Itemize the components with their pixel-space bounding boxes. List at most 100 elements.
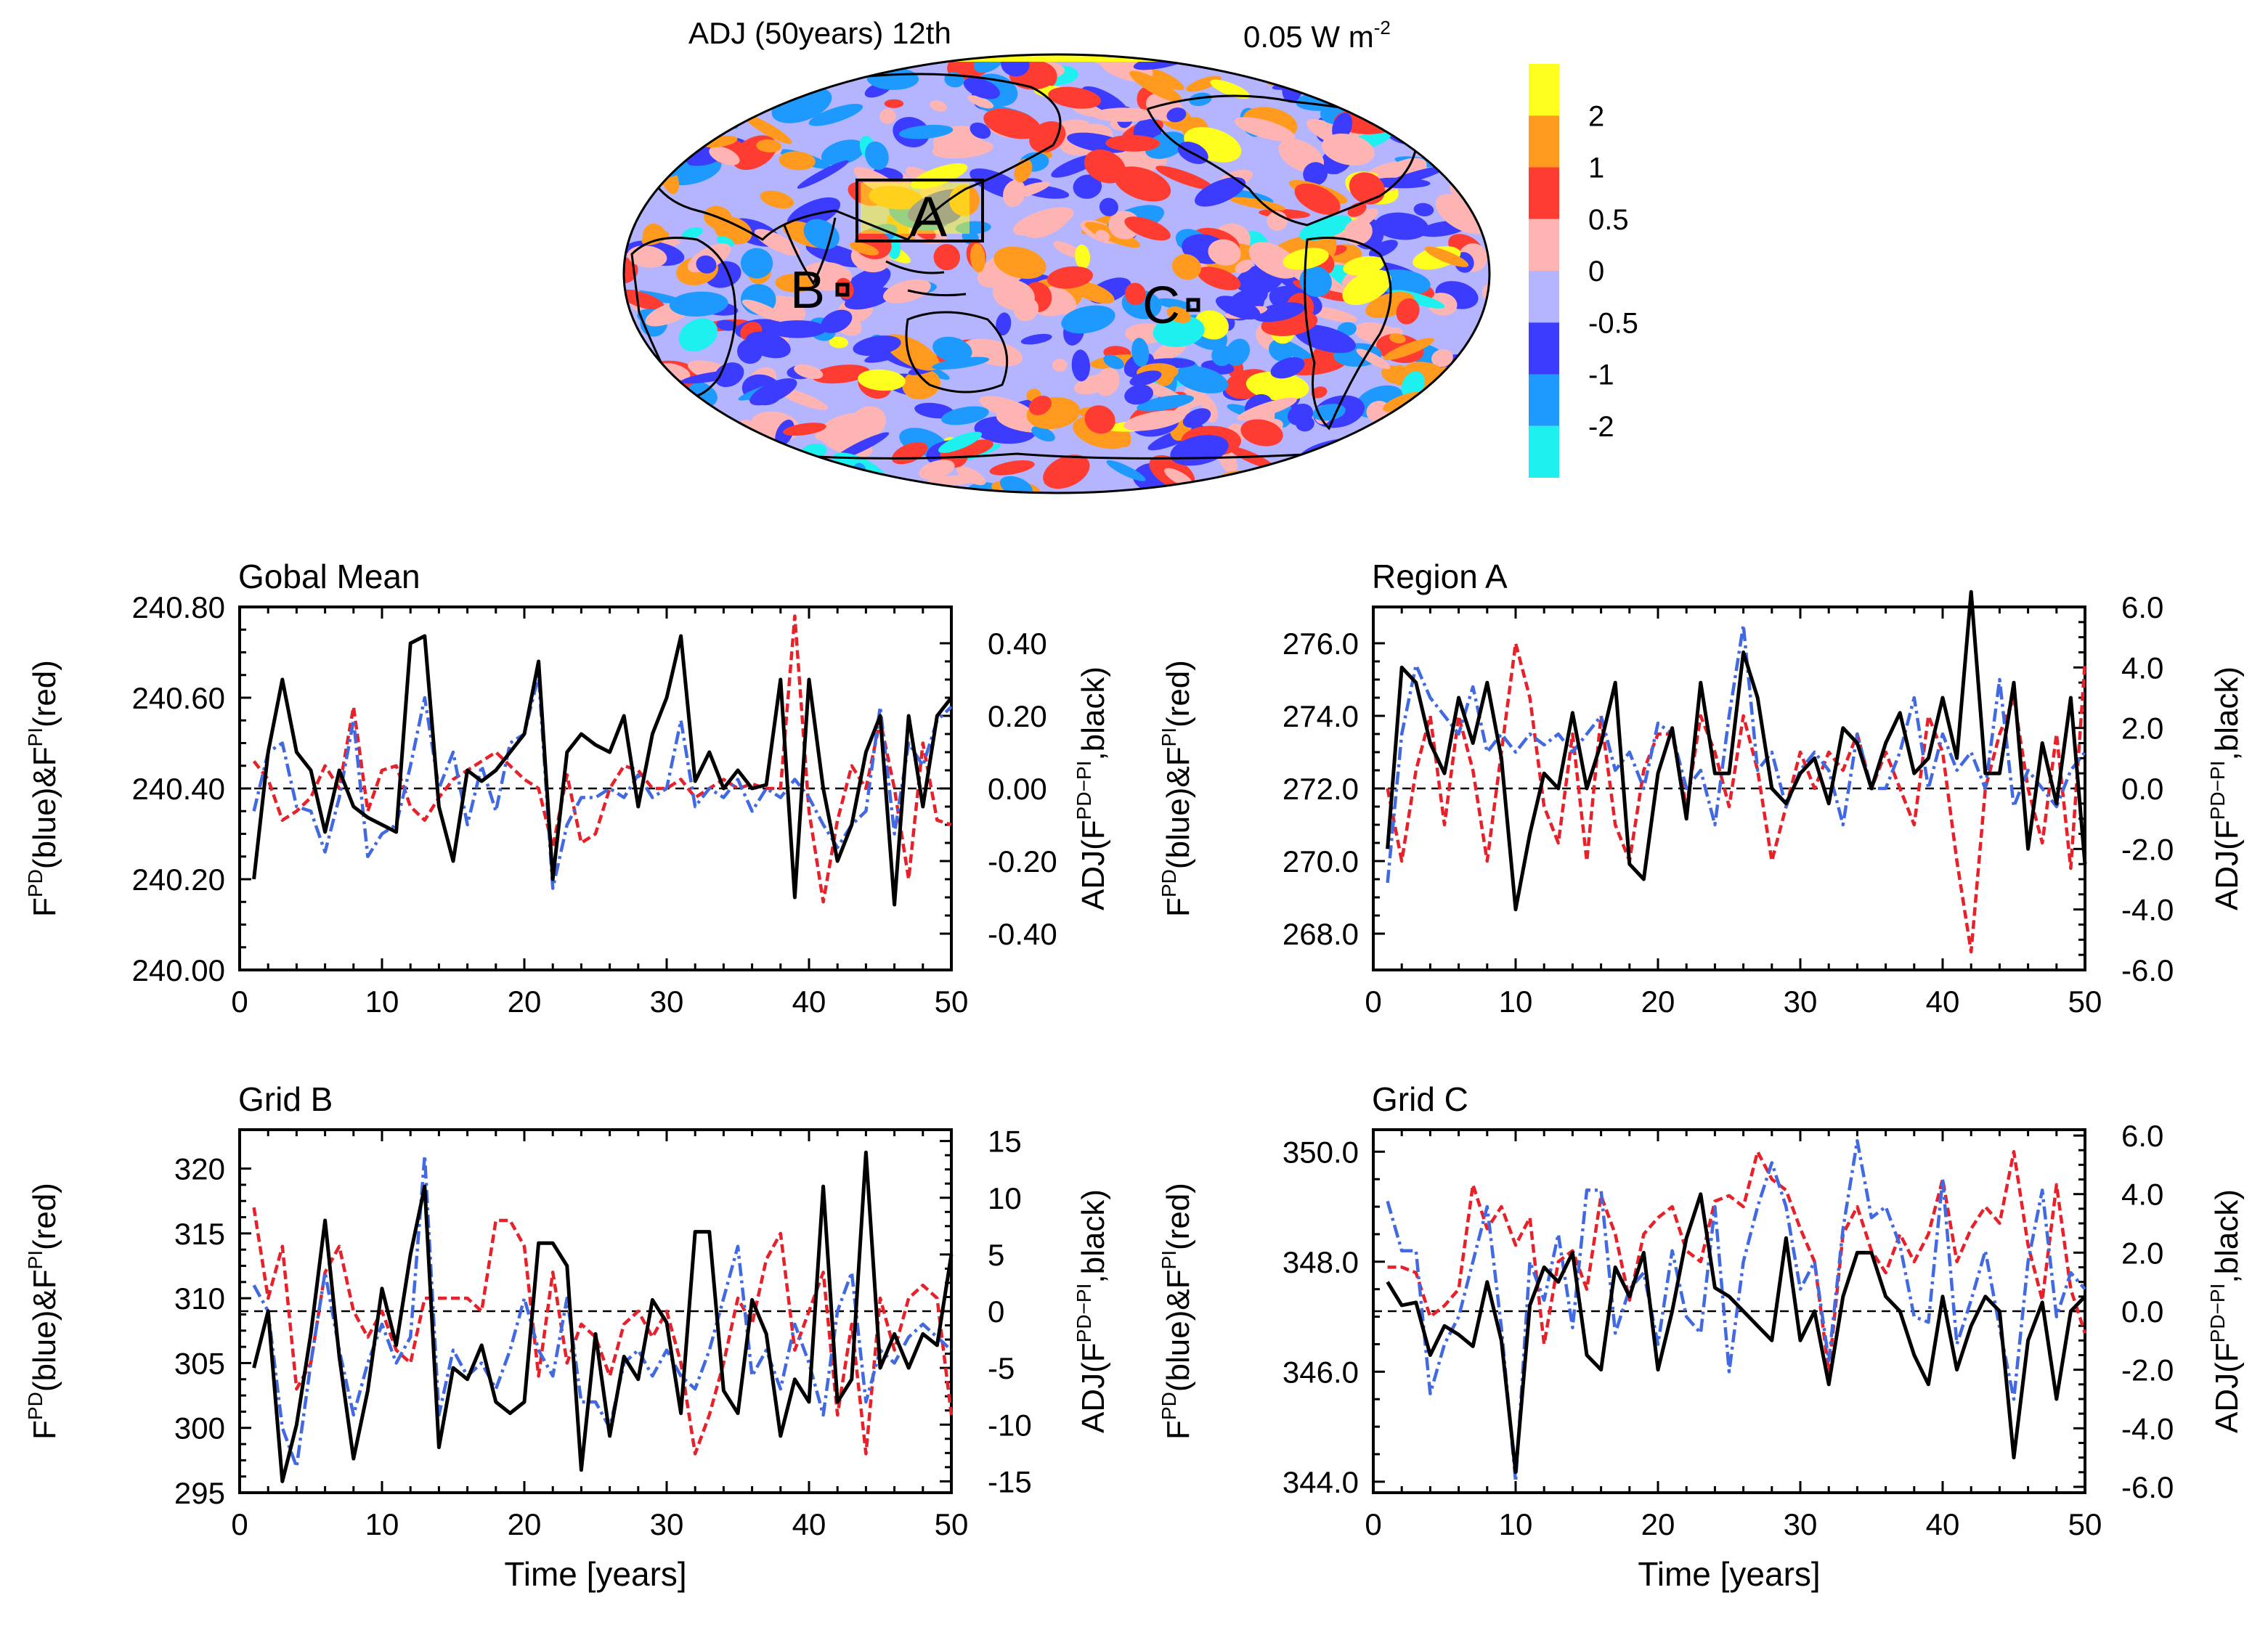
map-contour-blob	[1052, 359, 1068, 372]
map-contour-blob	[782, 296, 797, 313]
x-tick-label: 0	[231, 984, 248, 1019]
map-contour-blob	[1171, 253, 1201, 280]
map-contour-blob	[1415, 456, 1472, 493]
y-left-axis-label-part: PD	[24, 1392, 46, 1420]
y-right-tick-label: 0.0	[2121, 1294, 2163, 1329]
map-contour-blob	[676, 54, 720, 73]
map-contour-blob	[740, 248, 773, 279]
map-contour-blob	[1482, 133, 1489, 154]
y-left-axis-label-part: (blue)&F	[27, 746, 62, 869]
map-contour-blob	[1466, 445, 1489, 474]
y-right-axis-label-part: ADJ(F	[2209, 1342, 2245, 1433]
map-contour-blob	[749, 378, 797, 406]
map-contour-blob	[789, 58, 812, 79]
y-right-axis-label-part: ,black)	[1076, 666, 1111, 761]
map-contour-blob	[1431, 73, 1458, 87]
map-contour-blob	[898, 124, 954, 139]
map-contour-blob	[983, 108, 1041, 139]
map-contour-blob	[1145, 131, 1187, 159]
y-left-axis-label-part: F	[27, 1420, 62, 1440]
map-contour-blob	[624, 412, 670, 446]
map-contour-blob	[1029, 121, 1066, 153]
x-tick-label: 40	[1926, 984, 1960, 1019]
map-contour-blob	[1417, 395, 1440, 412]
y-right-tick-label: -0.20	[988, 844, 1057, 878]
map-contour-blob	[1424, 246, 1469, 267]
map-contour-blob	[865, 141, 889, 171]
map-contour-blob	[1287, 403, 1314, 426]
map-contour-blob	[1237, 397, 1297, 421]
map-contour-blob	[1322, 133, 1375, 166]
y-right-axis-label-part: PD−PI	[1073, 1284, 1095, 1343]
x-tick-label: 0	[231, 1507, 248, 1541]
map-contour-blob	[1270, 356, 1305, 379]
map-contour-blob	[1148, 68, 1184, 91]
map-contour-blob	[970, 243, 985, 273]
map-contour-blob	[1106, 460, 1146, 481]
grid-c-box	[1186, 298, 1200, 312]
map-contour-blob	[992, 279, 1035, 311]
map-contour-blob	[1044, 470, 1082, 485]
y-right-tick-label: -0.40	[988, 917, 1057, 951]
grid-b-box	[835, 282, 850, 297]
map-contour-blob	[1413, 203, 1434, 217]
map-contour-blob	[1103, 354, 1124, 370]
map-contour-blob	[1261, 477, 1302, 493]
y-right-tick-label: -5	[988, 1351, 1015, 1385]
y-right-tick-label: 0.0	[2121, 772, 2163, 806]
y-right-axis-label: ADJ(FPD−PI,black)	[1073, 666, 1111, 910]
map-contour-blob	[669, 291, 728, 317]
map-contour-blob	[686, 457, 731, 477]
map-contour-blob	[1073, 174, 1102, 199]
y-right-tick-label: 0	[988, 1294, 1004, 1329]
map-contour-blob	[1298, 215, 1352, 241]
map-contour-blob	[759, 76, 787, 101]
map-contour-blob	[989, 460, 1035, 476]
map-contour-blob	[1092, 107, 1155, 122]
map-contour-blob	[1427, 54, 1444, 68]
map-contour-blob	[1455, 92, 1489, 115]
map-contour-blob	[675, 89, 725, 115]
y-right-axis-label-part: PD−PI	[2206, 761, 2229, 820]
map-contour-blob	[812, 364, 870, 384]
chart-global-mean: Gobal Mean 0 10 20 30 40 50 240.00 240.20 240.40 2…	[24, 558, 1111, 1019]
map-contour-blob	[1253, 302, 1305, 322]
y-left-tick-label: 346.0	[1283, 1355, 1359, 1389]
map-contour-blob	[648, 107, 666, 121]
colorbar-tick-label: 1	[1588, 152, 1604, 184]
map-contour-blob	[756, 139, 782, 152]
map-contour-blob	[680, 370, 743, 384]
map-contour-blob	[1024, 209, 1069, 238]
map-contour-blob	[678, 318, 718, 352]
y-right-axis-label: ADJ(FPD−PI,black)	[2206, 1189, 2245, 1433]
map-contour-blob	[993, 246, 1046, 280]
y-left-axis-label-part: PI	[24, 727, 46, 746]
map-contour-blob	[1392, 416, 1424, 431]
map-contour-blob	[883, 279, 931, 303]
map-contour-blob	[1375, 212, 1428, 240]
map-contour-blob	[649, 439, 670, 460]
map-contour-blob	[1401, 68, 1432, 89]
y-right-tick-label: -4.0	[2121, 1411, 2174, 1446]
map-contour-blob	[676, 123, 707, 135]
map-contour-blob	[1110, 433, 1131, 448]
map-contour-blob	[774, 54, 816, 80]
chart-region-a: Region A 0 10 20 30 40 50 268.0 270.0 272.0 274.0 2…	[1158, 558, 2245, 1019]
map-contour-blob	[799, 57, 820, 69]
x-axis-label: Time [years]	[1638, 1555, 1820, 1593]
y-left-axis-label-part: PI	[24, 1250, 46, 1269]
map-contour-blob	[725, 100, 760, 112]
map-contour-blob	[871, 481, 897, 493]
map-contour-blob	[1189, 92, 1212, 107]
y-left-axis-label: FPD(blue)&FPI(red)	[1158, 1183, 1196, 1440]
y-right-tick-label: 4.0	[2121, 651, 2163, 685]
map-contour-blob	[808, 54, 827, 70]
colorbar-tick-label: -0.5	[1588, 307, 1638, 339]
y-left-tick-label: 315	[174, 1217, 225, 1251]
y-left-axis-label-part: (red)	[1161, 1183, 1196, 1250]
x-tick-label: 10	[365, 984, 399, 1019]
y-left-tick-label: 240.20	[132, 863, 225, 897]
map-contour-blob	[1048, 86, 1102, 109]
map-contour-blob	[932, 139, 993, 159]
colorbar-swatch	[1529, 425, 1559, 478]
